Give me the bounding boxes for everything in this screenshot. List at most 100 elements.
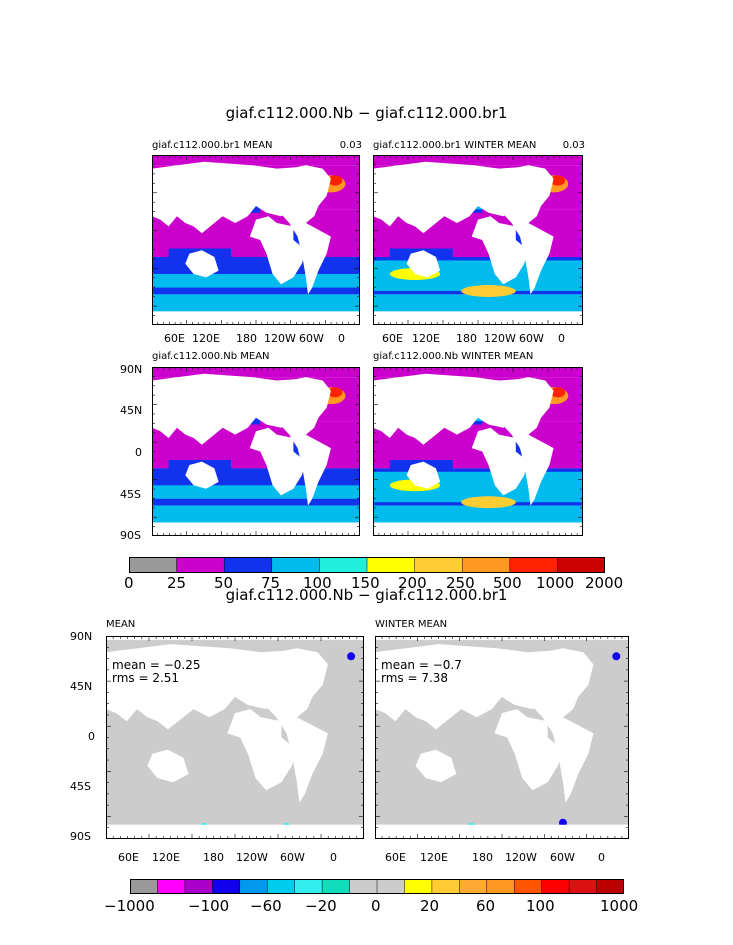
- lon-tick: 180: [236, 332, 257, 345]
- land-africa: [249, 216, 306, 285]
- colorbar-frame: [129, 557, 605, 573]
- lon-tick: 120E: [412, 332, 440, 345]
- land-americas: [270, 377, 331, 506]
- colorbar-label: 50: [214, 574, 234, 592]
- lon-tick: 0: [330, 851, 337, 864]
- colorbar-swatch: [596, 879, 624, 894]
- lon-tick: 60E: [382, 332, 403, 345]
- land-africa: [227, 709, 297, 791]
- ocean-band: [152, 155, 360, 166]
- land-americas: [492, 165, 554, 295]
- colorbar-swatch: [176, 557, 225, 573]
- colorbar-swatch: [271, 557, 321, 573]
- lat-tick: 90N: [120, 363, 143, 376]
- land-americas: [492, 377, 554, 506]
- lon-tick: 120W: [505, 851, 537, 864]
- ocean-band: [373, 367, 583, 378]
- ocean-patch: [461, 496, 516, 509]
- colorbar-top: [129, 557, 605, 573]
- panel-title: giaf.c112.000.br1 WINTER MEAN: [373, 140, 537, 151]
- colorbar-label: −100: [188, 897, 230, 915]
- map-br1-winter-mean: [373, 155, 583, 325]
- land-americas: [519, 648, 594, 803]
- lon-tick: 120E: [420, 851, 448, 864]
- anomaly-spot: [612, 652, 621, 661]
- colorbar-swatch: [349, 879, 378, 894]
- colorbar-diff: [130, 879, 624, 894]
- lat-tick: 45S: [70, 780, 91, 793]
- land-antarctica: [152, 311, 360, 325]
- land-americas: [270, 165, 331, 295]
- colorbar-swatch: [513, 879, 543, 894]
- land-australia: [415, 749, 457, 783]
- lon-tick: 60E: [118, 851, 139, 864]
- lat-tick: 45N: [70, 680, 93, 693]
- mean-stat: mean = −0.25: [112, 658, 201, 672]
- land-antarctica: [152, 522, 360, 536]
- colorbar-label: 100: [526, 897, 555, 915]
- lon-tick: 60W: [519, 332, 544, 345]
- ocean-patch: [550, 387, 566, 398]
- land-australia: [147, 749, 189, 783]
- colorbar-label: 25: [167, 574, 187, 592]
- land-antarctica: [373, 311, 583, 325]
- lon-tick: 60W: [280, 851, 305, 864]
- colorbar-label: 2000: [585, 574, 624, 592]
- anomaly-spot: [558, 818, 567, 827]
- colorbar-label: 0: [371, 897, 381, 915]
- colorbar-swatch: [184, 879, 214, 894]
- figure-title-top: giaf.c112.000.Nb − giaf.c112.000.br1: [225, 104, 508, 122]
- lon-tick: 120E: [192, 332, 220, 345]
- lon-tick: 120W: [264, 332, 296, 345]
- colorbar-label: 250: [446, 574, 475, 592]
- lon-tick: 180: [203, 851, 224, 864]
- ocean-patch: [550, 175, 566, 186]
- colorbar-label: 0: [124, 574, 134, 592]
- land-africa: [494, 709, 563, 791]
- lon-tick: 0: [338, 332, 345, 345]
- lon-tick: 120W: [236, 851, 268, 864]
- map-diff-winter-mean: [375, 636, 629, 839]
- colorbar-label: 60: [476, 897, 496, 915]
- panel-title: giaf.c112.000.Nb MEAN: [152, 351, 270, 362]
- land-africa: [471, 427, 529, 496]
- land-americas: [253, 648, 328, 803]
- lon-tick: 180: [472, 851, 493, 864]
- colorbar-swatch: [568, 879, 598, 894]
- lon-tick: 60W: [550, 851, 575, 864]
- mean-stat: mean = −0.7: [381, 658, 462, 672]
- panel-title: giaf.c112.000.br1 MEAN: [152, 140, 273, 151]
- ocean-patch: [327, 175, 343, 186]
- land-antarctica: [375, 824, 629, 839]
- ocean-band: [152, 294, 360, 312]
- map-diff-mean: [106, 636, 364, 839]
- land-antarctica: [106, 824, 364, 839]
- ocean-patch: [327, 387, 343, 398]
- rms-stat: rms = 7.38: [381, 671, 449, 685]
- ocean-band: [152, 367, 360, 378]
- colorbar-swatch: [376, 879, 406, 894]
- colorbar-label: 100: [303, 574, 332, 592]
- land-africa: [249, 427, 306, 496]
- colorbar-swatch: [557, 557, 605, 573]
- colorbar-swatch: [486, 879, 515, 894]
- land-australia: [185, 250, 219, 278]
- colorbar-swatch: [366, 557, 416, 573]
- lon-tick: 180: [456, 332, 477, 345]
- rms-stat: rms = 2.51: [112, 671, 180, 685]
- map-nb-winter-mean: [373, 367, 583, 536]
- ocean-patch: [152, 485, 360, 499]
- colorbar-swatch: [239, 879, 268, 894]
- ocean-band: [373, 505, 583, 523]
- map-nb-mean: [152, 367, 360, 536]
- panel-corner-value: 0.03: [562, 140, 585, 151]
- panel-corner-value: 0.03: [339, 140, 362, 151]
- panel-nb-mean: giaf.c112.000.Nb MEAN: [152, 351, 362, 536]
- ocean-band: [152, 505, 360, 523]
- colorbar-label: −20: [305, 897, 337, 915]
- lon-tick: 60W: [299, 332, 324, 345]
- ocean-patch: [152, 274, 360, 288]
- lat-tick: 90N: [70, 630, 93, 643]
- colorbar-swatch: [321, 879, 351, 894]
- lat-tick: 90S: [120, 529, 141, 542]
